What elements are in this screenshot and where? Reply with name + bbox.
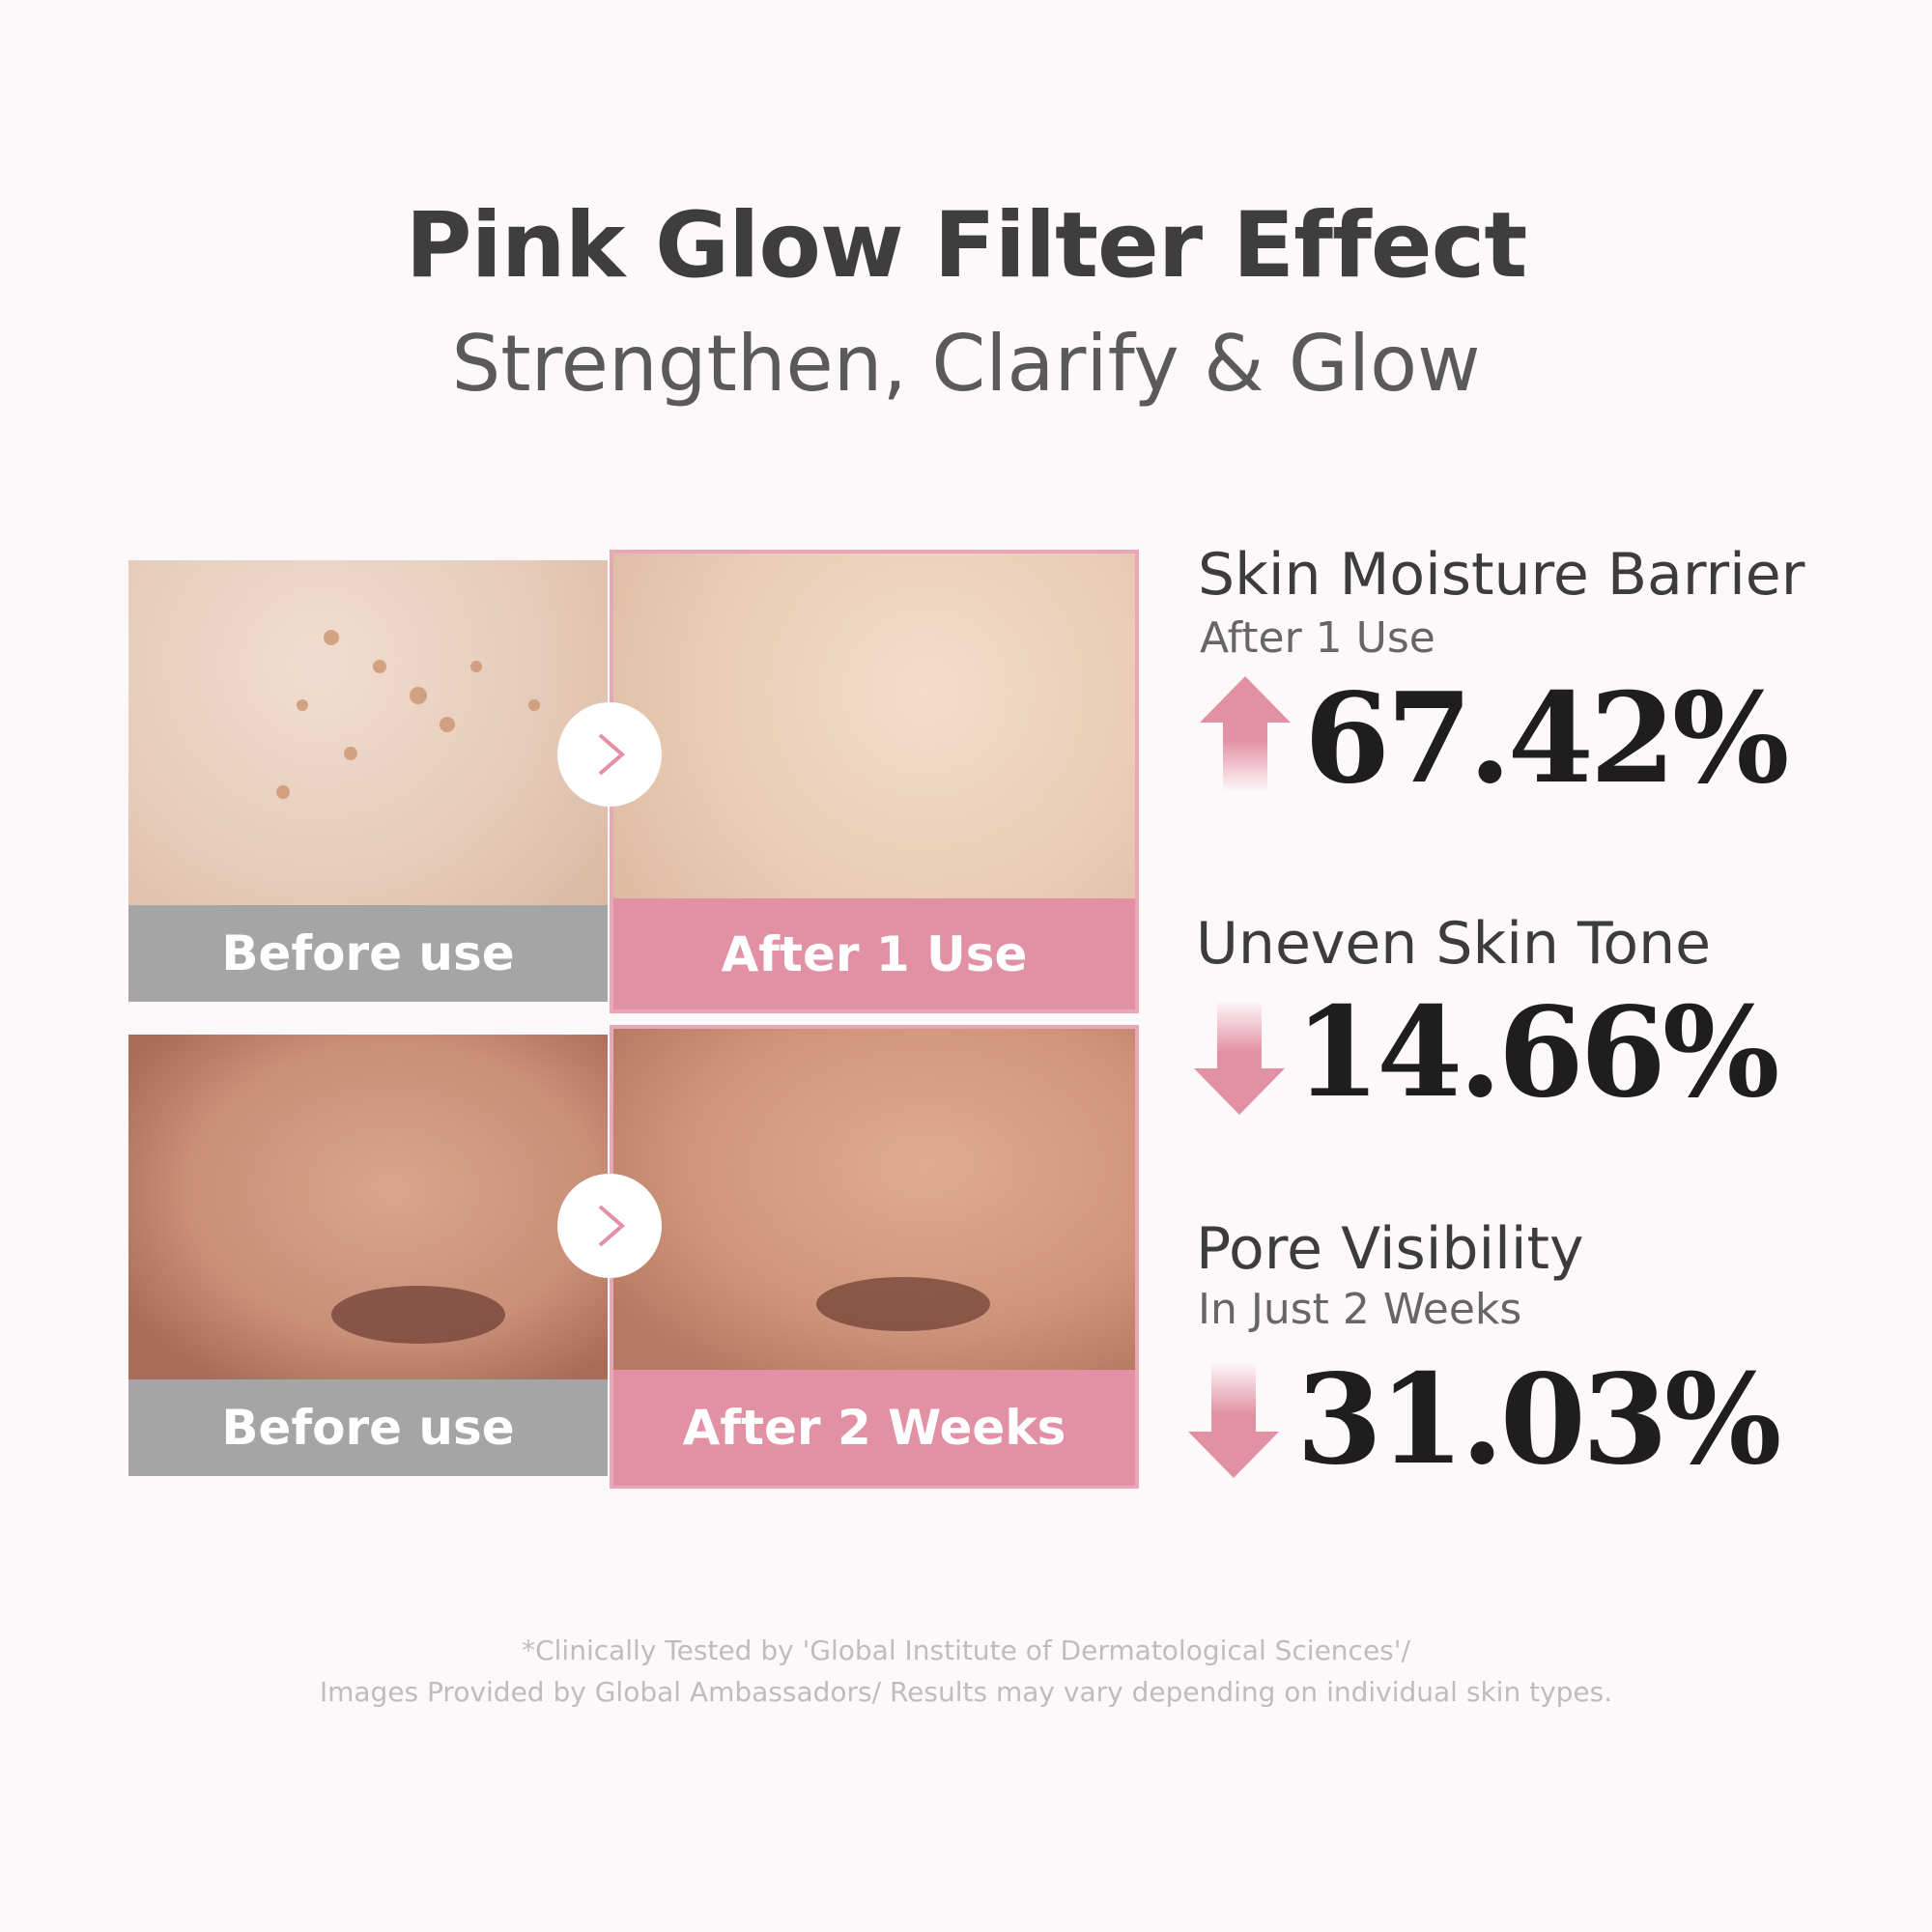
before-photo-cheek: [128, 560, 608, 905]
stat-subtitle: After 1 Use: [1200, 613, 1435, 663]
stat-value: 14.66%: [1294, 980, 1779, 1125]
stat-value: 67.42%: [1304, 667, 1789, 811]
stat-value: 31.03%: [1296, 1348, 1781, 1492]
stat-title: Skin Moisture Barrier: [1198, 541, 1805, 609]
chevron-right-icon: [598, 1205, 626, 1247]
nostril-shape: [816, 1277, 990, 1331]
stat-title: Uneven Skin Tone: [1196, 910, 1712, 978]
before-photo-nose: [128, 1035, 608, 1379]
nostril-shape: [331, 1286, 505, 1344]
before-label: Before use: [128, 905, 608, 1002]
arrow-up-icon: [1200, 676, 1291, 792]
after-label: After 1 Use: [613, 898, 1135, 1009]
next-arrow-button: [557, 1174, 662, 1278]
stat-title: Pore Visibility: [1196, 1215, 1584, 1283]
stat-subtitle: In Just 2 Weeks: [1198, 1285, 1522, 1334]
after-photo-cheek: [613, 554, 1135, 898]
page-subtitle: Strengthen, Clarify & Glow: [451, 319, 1481, 409]
disclaimer-line-1: *Clinically Tested by 'Global Institute …: [522, 1634, 1410, 1666]
blemish-spots: [276, 630, 540, 799]
before-label: Before use: [128, 1379, 608, 1476]
next-arrow-button: [557, 702, 662, 807]
chevron-right-icon: [598, 733, 626, 776]
after-photo-nose: [613, 1029, 1135, 1370]
arrow-down-icon: [1188, 1362, 1279, 1478]
disclaimer-line-2: Images Provided by Global Ambassadors/ R…: [319, 1676, 1613, 1708]
page-title: Pink Glow Filter Effect: [405, 193, 1528, 298]
after-label: After 2 Weeks: [613, 1370, 1135, 1486]
arrow-down-icon: [1194, 1001, 1285, 1115]
